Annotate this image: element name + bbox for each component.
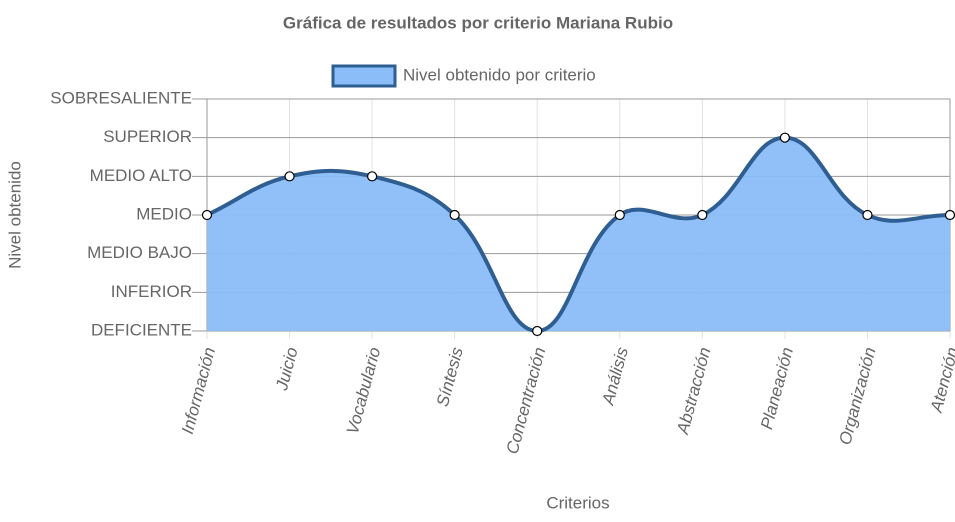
y-tick-label: SUPERIOR — [103, 127, 192, 146]
x-tick-label: Análisis — [598, 345, 632, 408]
y-tick-label: MEDIO ALTO — [90, 166, 192, 185]
y-tick-label: SOBRESALIENTE — [50, 88, 192, 107]
y-tick-label: DEFICIENTE — [91, 320, 192, 339]
x-tick-label: Juicio — [272, 345, 302, 393]
legend-swatch — [331, 64, 397, 88]
point — [284, 171, 295, 182]
x-tick-label: Atención — [926, 345, 955, 415]
x-tick-label: Planeación — [757, 345, 797, 431]
point — [944, 209, 955, 221]
x-tick-label: Concentración — [503, 345, 550, 456]
point — [614, 209, 625, 221]
area — [207, 137, 950, 331]
point — [532, 325, 543, 337]
point — [779, 132, 790, 143]
y-tick-label: MEDIO BAJO — [87, 243, 192, 262]
y-tick-label: MEDIO — [136, 204, 192, 223]
y-axis-title: Nivel obtenido — [5, 161, 24, 269]
x-tick-label: Vocabulario — [343, 345, 384, 436]
x-axis-title: Criterios — [546, 493, 609, 512]
point — [862, 209, 873, 221]
x-tick-label: Información — [178, 345, 219, 436]
line — [206, 135, 951, 334]
x-tick-label: Organización — [835, 345, 879, 447]
point — [697, 209, 708, 221]
point — [201, 209, 213, 221]
x-tick-label: Síntesis — [433, 345, 467, 409]
x-tick-label: Abstracción — [673, 345, 715, 437]
legend-label: Nivel obtenido por criterio — [403, 65, 596, 84]
chart-title: Gráfica de resultados por criterio Maria… — [283, 13, 673, 32]
y-tick-label: INFERIOR — [111, 282, 192, 301]
point — [449, 209, 460, 221]
point — [367, 171, 378, 182]
